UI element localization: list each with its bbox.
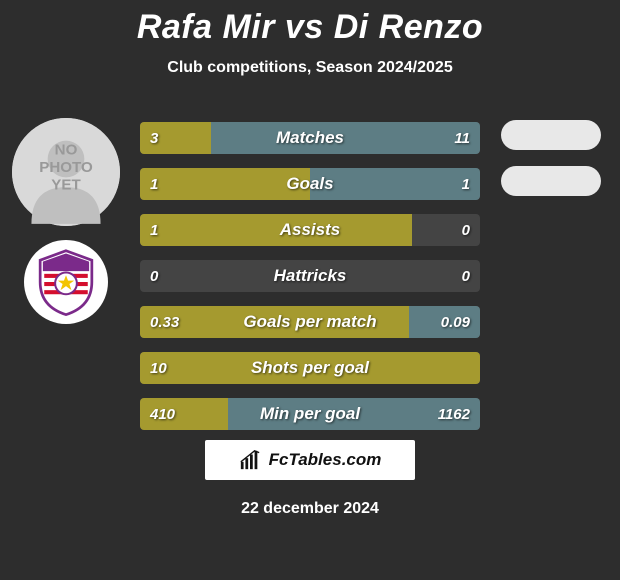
stat-bar-left [140, 352, 480, 384]
chart-icon [239, 449, 261, 471]
vs-text: vs [285, 8, 324, 46]
stat-bar-left [140, 122, 211, 154]
stat-row: 11Goals [140, 168, 480, 200]
stat-bar-left [140, 214, 412, 246]
stat-bar-right [409, 306, 480, 338]
stat-bar-left [140, 306, 409, 338]
stat-bar-right [310, 168, 480, 200]
stat-bar-left [140, 398, 228, 430]
no-photo-icon: NO PHOTO YET [12, 118, 120, 226]
branding-badge: FcTables.com [205, 440, 415, 480]
player2-name: Di Renzo [334, 8, 483, 46]
stat-row: 0.330.09Goals per match [140, 306, 480, 338]
player2-column [493, 120, 608, 196]
comparison-card: Rafa Mir vs Di Renzo Club competitions, … [0, 0, 620, 580]
player2-avatar-placeholder [501, 120, 601, 150]
stat-row: 311Matches [140, 122, 480, 154]
stat-row: 4101162Min per goal [140, 398, 480, 430]
stat-bars: 311Matches 11Goals 10Assists 00Hattricks 0.3… [140, 122, 480, 430]
player1-name: Rafa Mir [137, 8, 275, 46]
date-text: 22 december 2024 [0, 500, 620, 518]
svg-text:PHOTO: PHOTO [39, 159, 93, 176]
stat-row: 10Shots per goal [140, 352, 480, 384]
stat-bar-right [228, 398, 480, 430]
player1-avatar: NO PHOTO YET [12, 118, 120, 226]
stat-row: 10Assists [140, 214, 480, 246]
subtitle: Club competitions, Season 2024/2025 [0, 59, 620, 77]
club-crest-icon [32, 248, 100, 316]
stat-row: 00Hattricks [140, 260, 480, 292]
branding-text: FcTables.com [269, 450, 382, 470]
player2-club-placeholder [501, 166, 601, 196]
svg-text:YET: YET [51, 176, 81, 193]
stat-bar-left [140, 168, 310, 200]
page-title: Rafa Mir vs Di Renzo [0, 0, 620, 47]
stat-bar-right [211, 122, 480, 154]
player1-column: NO PHOTO YET [6, 118, 126, 324]
svg-text:NO: NO [55, 142, 78, 159]
player1-club-badge [24, 240, 108, 324]
